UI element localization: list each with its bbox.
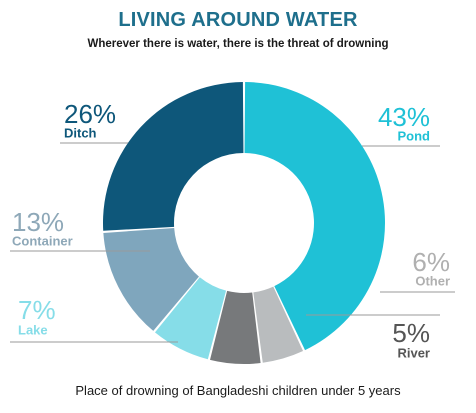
value-label-lake: 7%	[18, 295, 56, 325]
slice-labels: 43%Pond 5%River 6%Other 7%Lake 13%Container 2…	[12, 99, 450, 361]
category-label-container: Container	[12, 234, 73, 249]
slice-ditch	[103, 82, 244, 231]
category-label-lake: Lake	[18, 323, 48, 338]
slice-container	[103, 227, 199, 331]
category-label-ditch: Ditch	[64, 126, 97, 141]
value-label-pond: 43%	[378, 102, 430, 132]
category-label-river: River	[397, 346, 430, 361]
value-label-ditch: 26%	[64, 99, 116, 129]
category-label-other: Other	[415, 274, 450, 289]
chart-title: LIVING AROUND WATER	[118, 9, 358, 31]
leader-lines	[10, 142, 455, 343]
chart-caption: Place of drowning of Bangladeshi childre…	[75, 383, 401, 398]
slice-other	[210, 290, 261, 364]
value-label-other: 6%	[412, 247, 450, 277]
slice-pond	[244, 82, 385, 351]
donut-slices	[103, 82, 385, 364]
value-label-container: 13%	[12, 207, 64, 237]
slice-lake	[154, 277, 227, 360]
slice-river	[253, 286, 304, 363]
value-label-river: 5%	[392, 318, 430, 348]
chart-subtitle: Wherever there is water, there is the th…	[87, 38, 389, 50]
category-label-pond: Pond	[398, 129, 431, 144]
